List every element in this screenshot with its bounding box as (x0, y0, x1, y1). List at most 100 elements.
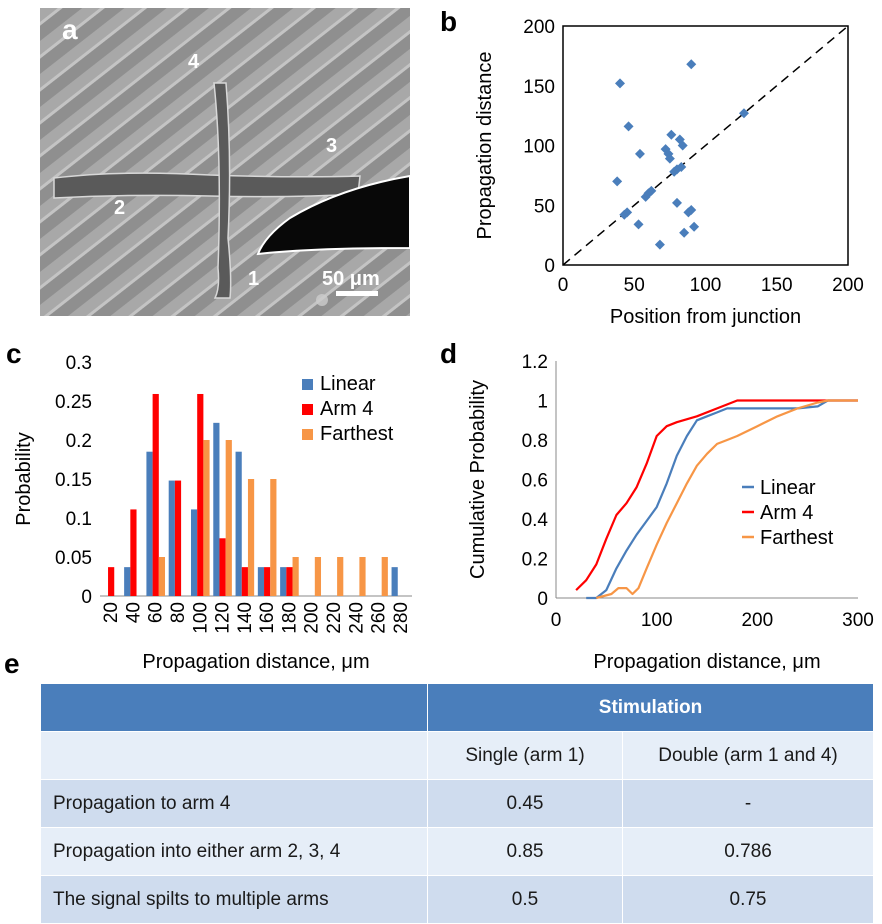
x-tick-label-b: 200 (832, 275, 864, 296)
data-point-b (738, 108, 749, 119)
x-tick-label-c: 140 (235, 602, 256, 634)
x-tick-label-d: 100 (641, 610, 673, 631)
plot-frame-b (562, 25, 849, 266)
scale-bar (336, 291, 378, 296)
y-tick-label-c: 0.05 (55, 548, 92, 569)
panel-label-c: c (6, 338, 22, 369)
bar-c (203, 440, 210, 596)
y-tick-label-c: 0.3 (66, 353, 92, 374)
x-tick-label-c: 220 (324, 602, 345, 634)
x-tick-label-c: 160 (257, 602, 278, 634)
table-cell: Propagation to arm 4 (40, 779, 428, 828)
x-axis-label-c: Propagation distance, μm (142, 651, 369, 673)
table-cell: The signal spilts to multiple arms (40, 875, 428, 924)
series-line-d (596, 399, 858, 600)
y-tick-label-b: 50 (534, 196, 555, 217)
series-line-d (575, 399, 858, 591)
x-tick-label-c: 100 (190, 602, 211, 634)
legend-label-d: Arm 4 (760, 502, 813, 524)
y-tick-label-c: 0.2 (66, 431, 92, 452)
legend-label-c: Farthest (320, 423, 394, 445)
bar-c (247, 479, 255, 596)
table-subheader-single: Single (arm 1) (427, 731, 623, 780)
bar-c (235, 451, 242, 596)
table-cell: Propagation into either arm 2, 3, 4 (40, 827, 428, 876)
bar-c (174, 480, 182, 596)
x-tick-label-c: 200 (302, 602, 323, 634)
arm-label-3: 3 (326, 135, 337, 157)
data-point-b (643, 188, 654, 199)
bar-c (124, 567, 131, 596)
legend-swatch-c (302, 379, 313, 390)
bar-c (225, 440, 232, 596)
data-point-b (615, 78, 625, 89)
data-point-b (674, 134, 685, 145)
panel-label-d: d (440, 338, 458, 369)
data-point-b (689, 221, 700, 232)
y-tick-label-b: 0 (544, 256, 555, 277)
bar-c (168, 480, 175, 596)
data-point-b (660, 144, 671, 155)
y-tick-label-c: 0.1 (66, 509, 92, 530)
data-point-b (676, 162, 687, 173)
y-axis-label-c: Probability (13, 432, 35, 525)
data-point-b (634, 148, 645, 159)
table-header-empty (40, 683, 428, 732)
identity-line-b (562, 25, 849, 266)
bar-c (241, 567, 248, 596)
bar-c (108, 567, 115, 596)
table-cell: 0.45 (427, 779, 623, 828)
bar-c (130, 509, 137, 596)
data-point-b (686, 59, 697, 70)
bar-c (257, 567, 265, 596)
data-point-b (623, 121, 634, 132)
arm-label-1: 1 (248, 268, 259, 290)
table-cell: 0.75 (622, 875, 874, 924)
bar-c (264, 567, 271, 596)
scale-bar-label: 50 μm (322, 268, 380, 290)
x-tick-label-c: 260 (369, 602, 390, 634)
arm-horizontal (53, 172, 361, 199)
micrograph-image: 1 2 3 4 50 μm (40, 8, 410, 316)
y-tick-label-d: 0.2 (522, 550, 548, 571)
data-point-b (672, 197, 682, 208)
bar-c (190, 509, 198, 596)
x-tick-label-b: 100 (690, 275, 722, 296)
bar-c (292, 557, 299, 596)
y-tick-label-d: 0.8 (522, 431, 548, 452)
y-tick-label-c: 0.15 (55, 470, 92, 491)
table-header-stimulation: Stimulation (427, 683, 874, 732)
y-tick-label-d: 1 (537, 392, 548, 413)
y-tick-label-c: 0 (81, 587, 92, 608)
x-tick-label-c: 280 (391, 602, 412, 634)
table-row: The signal spilts to multiple arms 0.5 0… (40, 875, 874, 924)
pipette-tip (256, 174, 410, 256)
bar-c (213, 422, 220, 596)
legend-label-c: Arm 4 (320, 398, 373, 420)
x-tick-label-c: 60 (146, 602, 167, 623)
arm-label-2: 2 (114, 197, 125, 219)
table-cell: 0.85 (427, 827, 623, 876)
data-point-b (669, 166, 680, 177)
bar-c (197, 393, 204, 596)
y-tick-label-b: 150 (523, 77, 555, 98)
x-tick-label-b: 150 (761, 275, 793, 296)
data-point-b (686, 205, 697, 216)
bar-c (337, 557, 344, 596)
bar-c (359, 557, 366, 596)
x-tick-label-c: 120 (213, 602, 234, 634)
bar-c (286, 567, 293, 596)
data-point-b (619, 209, 630, 220)
data-point-b (664, 153, 675, 164)
x-tick-label-d: 0 (551, 610, 562, 631)
x-tick-label-b: 0 (558, 275, 569, 296)
bar-c (146, 451, 153, 596)
legend-swatch-c (302, 429, 313, 440)
x-tick-label-b: 50 (624, 275, 645, 296)
bar-c (381, 557, 388, 596)
data-point-b (663, 148, 674, 159)
data-point-b (612, 176, 623, 187)
data-point-b (677, 140, 688, 151)
bar-c (219, 538, 226, 596)
arm-label-4: 4 (188, 51, 200, 73)
